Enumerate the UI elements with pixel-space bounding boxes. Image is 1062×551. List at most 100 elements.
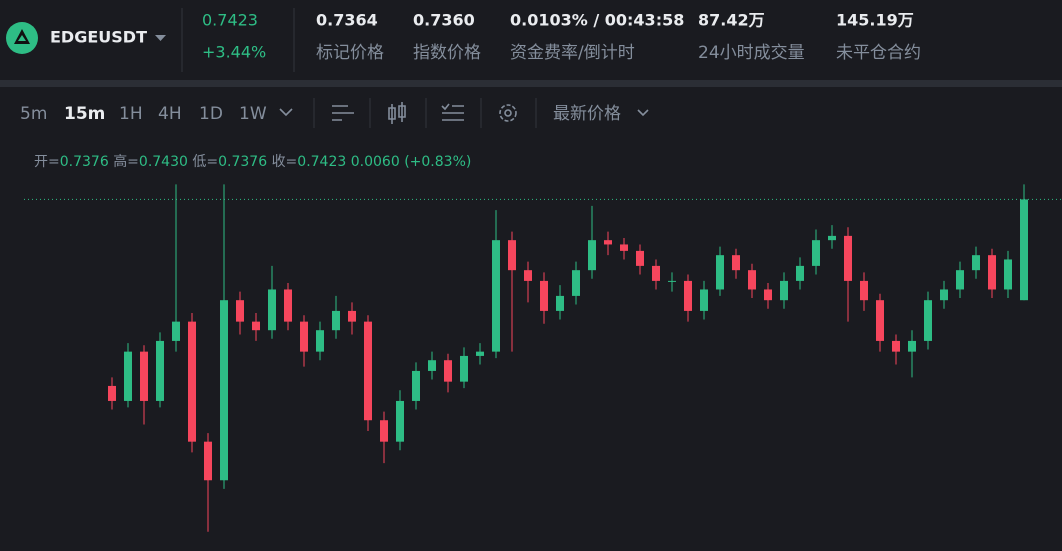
candle-body (876, 300, 884, 341)
candle-body (204, 441, 212, 481)
candle-body (892, 340, 900, 352)
interval[interactable]: 15m (64, 104, 105, 124)
label: 高= (113, 153, 139, 170)
value: 0.7376 (60, 154, 109, 170)
candle-body (412, 370, 420, 401)
icon (499, 104, 517, 122)
candle-body (364, 321, 372, 421)
candle-body (764, 289, 772, 301)
interval[interactable]: 1H (119, 104, 143, 124)
candle-body (748, 270, 756, 290)
chevron[interactable] (279, 108, 293, 117)
chart-type-icon[interactable] (388, 102, 406, 124)
change-pct: (+0.83%) (404, 154, 471, 170)
candle-body (524, 270, 532, 281)
candle-body (140, 351, 148, 401)
candle-body (476, 351, 484, 356)
stat-label: 24小时成交量 (698, 43, 805, 63)
settings-icon[interactable] (499, 104, 517, 122)
candle-body (428, 360, 436, 371)
candle-body (860, 280, 868, 301)
candles (24, 184, 1062, 532)
value: 0.7430 (139, 154, 188, 170)
candle-body (924, 300, 932, 341)
icon (332, 105, 354, 121)
candle-body (268, 289, 276, 331)
candle-body (716, 255, 724, 290)
candle-body (332, 310, 340, 331)
candle-body (396, 400, 404, 442)
candle-body (300, 321, 308, 352)
candle-body (540, 280, 548, 311)
stat-label: 资金费率/倒计时 (510, 43, 635, 63)
stat-label: 指数价格 (413, 43, 481, 63)
indicator-icon[interactable] (332, 105, 354, 121)
label: 收= (272, 154, 298, 170)
caret (155, 35, 166, 41)
candle-body (508, 240, 516, 271)
candle-body (604, 240, 612, 245)
candle-body (220, 300, 228, 481)
candle-body (844, 235, 852, 281)
candle-body (252, 321, 260, 331)
symbol-selector[interactable]: EDGEUSDT (6, 22, 166, 54)
candle-body (188, 321, 196, 442)
price-type[interactable]: 最新价格 (553, 104, 621, 124)
candle-body (572, 270, 580, 296)
candle-body (380, 420, 388, 442)
stat-value: 0.7360 (413, 11, 475, 30)
stat-label: 标记价格 (316, 43, 384, 63)
candle-body (1020, 199, 1028, 301)
stat-value: 145.19万 (836, 11, 914, 30)
label: 低= (192, 154, 218, 170)
candle-body (684, 280, 692, 311)
interval[interactable]: 1D (199, 104, 223, 124)
interval[interactable]: 4H (158, 104, 182, 124)
last-price: 0.7423 (202, 11, 258, 30)
stat-value: 0.7364 (316, 11, 378, 30)
candle-body (812, 240, 820, 266)
candle-body (236, 300, 244, 322)
candle-body (940, 289, 948, 301)
chevron[interactable] (637, 109, 649, 117)
candle-body (556, 295, 564, 311)
interval[interactable]: 5m (20, 104, 47, 124)
stat-label: 未平仓合约 (836, 43, 921, 63)
candle-body (620, 244, 628, 251)
label: 开= (34, 154, 60, 170)
candle-body (956, 270, 964, 290)
change: +3.44% (202, 43, 266, 62)
candle-body (1004, 259, 1012, 290)
candle-body (668, 280, 676, 282)
stat-value: 0.0103% / 00:43:58 (510, 11, 684, 30)
candle-body (492, 240, 500, 352)
stat-value: 87.42万 (698, 11, 765, 30)
candle-body (988, 255, 996, 290)
icon (441, 103, 464, 121)
template-icon[interactable] (441, 103, 464, 121)
candle-body (972, 255, 980, 271)
candle-body (348, 310, 356, 322)
candle-body (284, 289, 292, 322)
change: 0.0060 (351, 154, 400, 170)
interval[interactable]: 1W (239, 104, 267, 124)
candle-body (172, 321, 180, 341)
candle-body (316, 330, 324, 352)
candle-body (908, 340, 916, 352)
logo-mark (14, 29, 30, 44)
candle-body (444, 360, 452, 382)
candle-body (156, 340, 164, 401)
candle-body (796, 265, 804, 281)
value: 0.7423 (297, 154, 346, 170)
candle-body (460, 355, 468, 382)
candle-body (124, 351, 132, 401)
candle-body (636, 250, 644, 266)
symbol: EDGEUSDT (50, 28, 147, 47)
candle-body (588, 240, 596, 271)
icon (504, 109, 512, 117)
value: 0.7376 (218, 154, 267, 170)
ohlc-info: 开=0.7376 高=0.7430 低=0.7376 收=0.7423 0.00… (34, 153, 471, 170)
candle-body (732, 255, 740, 271)
candle-body (780, 280, 788, 301)
